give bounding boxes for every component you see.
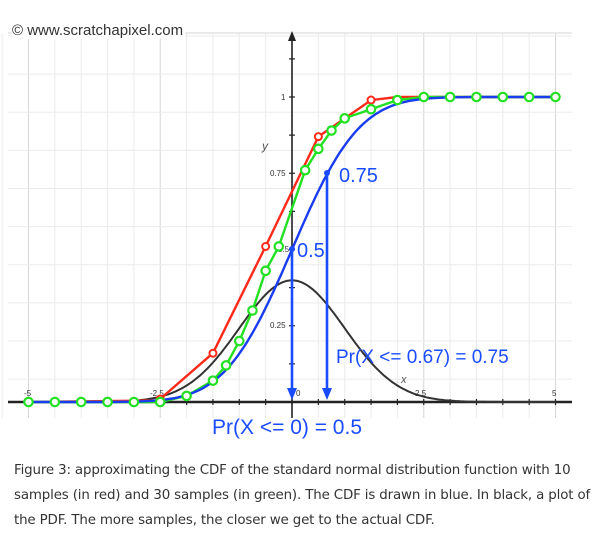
sample-marker: [366, 95, 376, 105]
sample-marker: [247, 305, 258, 316]
sample-marker: [75, 396, 87, 408]
sample-marker: [550, 91, 561, 103]
sample-marker: [392, 94, 403, 106]
x-tick-label: 5: [552, 389, 557, 398]
sample-marker: [497, 91, 509, 103]
sample-marker: [471, 91, 482, 103]
sample-marker: [313, 143, 324, 155]
sample-marker: [234, 335, 245, 347]
sample-marker: [326, 125, 337, 136]
tick-labels: -5 -2.5 0 2.5 5 0.25 0.5 0.75 1: [24, 93, 557, 398]
y-tick-label: 0.5: [278, 245, 290, 254]
cdf-chart: -5 -2.5 0 2.5 5 0.25 0.5 0.75 1 y x: [1, 31, 572, 439]
arrow-down-icon: [287, 388, 297, 400]
sample-marker: [207, 375, 219, 386]
sample-marker: [523, 91, 535, 103]
x-tick-label: -5: [24, 389, 32, 398]
label-pr-0: Pr(X <= 0) = 0.5: [212, 416, 362, 439]
watermark: © www.scratchapixel.com: [12, 22, 186, 39]
arrow-down-icon: [322, 388, 332, 400]
label-05: 0.5: [297, 240, 325, 262]
figure-caption: Figure 3: approximating the CDF of the s…: [14, 463, 591, 528]
sample-marker: [220, 360, 232, 371]
x-tick-label: -2.5: [150, 389, 164, 398]
sample-marker: [154, 396, 166, 408]
sample-marker: [23, 396, 34, 408]
sample-marker: [444, 91, 456, 103]
x-tick-label: 2.5: [415, 389, 427, 398]
sample-marker: [339, 113, 350, 124]
sample-marker: [102, 396, 113, 408]
sample-marker: [128, 396, 140, 408]
y-tick-label: 0.25: [270, 321, 286, 330]
sample-marker: [261, 241, 271, 251]
label-075: 0.75: [339, 165, 378, 187]
point-marker: [324, 170, 330, 176]
point-marker: [289, 246, 295, 252]
y-axis-label: y: [261, 139, 269, 153]
sample-marker: [260, 265, 271, 277]
x-tick-label: 0: [296, 389, 301, 398]
y-tick-label: 0.75: [270, 169, 286, 178]
sample-marker: [273, 241, 285, 252]
sample-marker: [313, 132, 323, 142]
y-axis-arrow-icon: [288, 31, 296, 41]
label-pr-067: Pr(X <= 0.67) = 0.75: [336, 347, 509, 368]
y-tick-label: 1: [281, 93, 286, 102]
sample-marker: [181, 390, 192, 402]
samples-30-markers: [23, 91, 561, 408]
sample-marker: [418, 91, 430, 103]
sample-marker: [208, 348, 218, 358]
sample-marker: [49, 396, 61, 408]
sample-marker: [365, 103, 377, 115]
cdf-figure: -5 -2.5 0 2.5 5 0.25 0.5 0.75 1 y x: [1, 22, 572, 439]
sample-marker: [299, 164, 311, 176]
annotation-labels: 0.75 0.5 Pr(X <= 0.67) = 0.75 Pr(X <= 0)…: [212, 165, 509, 439]
annotation-arrows: [287, 170, 332, 400]
x-axis-label: x: [400, 374, 407, 386]
